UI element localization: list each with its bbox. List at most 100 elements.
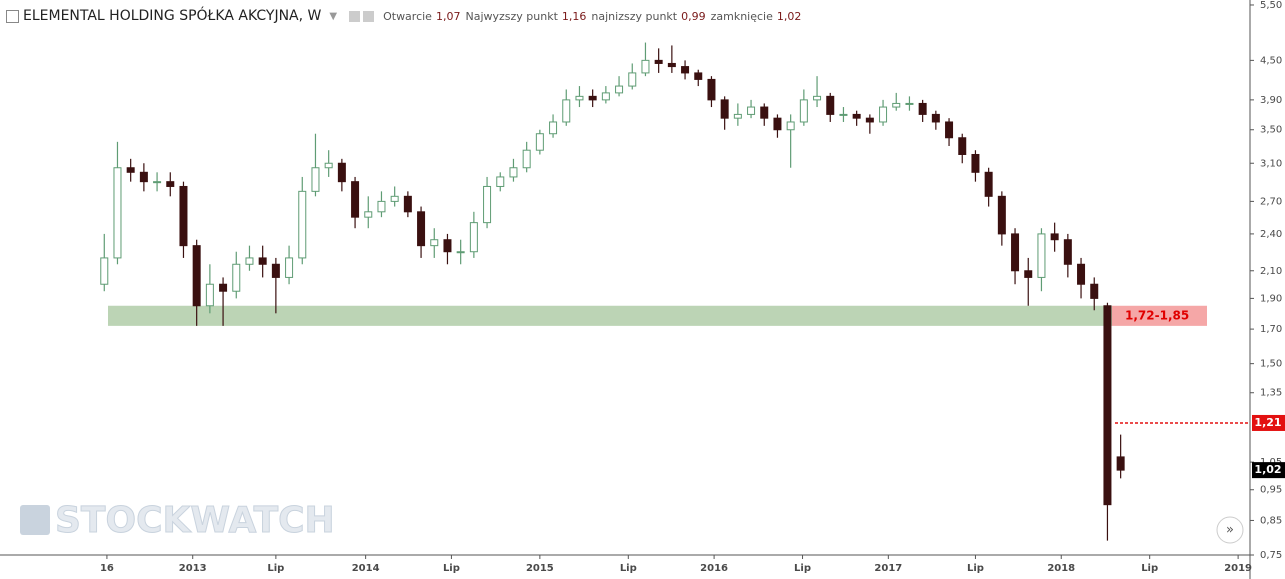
header-label: zamknięcie	[710, 9, 773, 23]
candle-body	[126, 167, 135, 173]
candle-body	[1024, 270, 1033, 278]
candle-body	[113, 167, 122, 259]
candle-body	[258, 257, 267, 265]
candle-body	[139, 171, 148, 183]
candle-body	[760, 106, 769, 119]
candle-body	[232, 263, 241, 292]
icon[interactable]	[363, 10, 375, 22]
x-tick-label: 2015	[526, 563, 554, 574]
watermark-icon	[20, 505, 50, 535]
candle-body	[509, 167, 518, 178]
candle-body	[483, 185, 492, 224]
candle-body	[773, 117, 782, 131]
header-value: 1,16	[561, 9, 587, 23]
y-tick-label: 5,50	[1260, 0, 1282, 11]
header-label: Otwarcie	[383, 9, 432, 23]
x-tick-label: 2013	[179, 563, 207, 574]
y-tick-label: 2,70	[1260, 196, 1282, 207]
candle-body	[364, 211, 373, 218]
x-tick-label: Lip	[620, 563, 637, 574]
candle-body	[1063, 239, 1072, 265]
y-tick-label: 1,35	[1260, 388, 1282, 399]
candle-body	[403, 195, 412, 213]
candle-body	[311, 167, 320, 192]
level-label-box	[1252, 414, 1285, 431]
candle-body	[971, 153, 980, 173]
candle-body	[1077, 263, 1086, 285]
dropdown[interactable]: ▼	[329, 10, 338, 22]
candle-body	[522, 149, 531, 169]
candle-body	[852, 113, 861, 119]
candle-body	[575, 95, 584, 101]
candle-body	[153, 181, 162, 184]
candle-body	[601, 92, 610, 101]
candle-body	[813, 95, 822, 101]
candle-body	[945, 121, 954, 139]
candle-body	[430, 239, 439, 247]
candle-body	[1037, 233, 1046, 278]
candle-body	[628, 72, 637, 87]
candle-body	[905, 102, 914, 105]
candle-body	[179, 185, 188, 247]
candle-body	[747, 106, 756, 115]
support-zone	[108, 305, 1112, 326]
candle-body	[931, 113, 940, 123]
candle-body	[562, 99, 571, 123]
watermark: STOCKWATCH	[55, 500, 335, 541]
candle-body	[681, 66, 690, 74]
candle-body	[984, 171, 993, 197]
icon[interactable]	[6, 9, 19, 23]
candle-body	[615, 85, 624, 94]
candle-body	[1103, 305, 1112, 506]
x-tick-label: Lip	[1141, 563, 1158, 574]
candle-body	[707, 78, 716, 101]
y-tick-label: 3,90	[1260, 95, 1282, 106]
y-tick-label: 1,50	[1260, 359, 1282, 370]
y-tick-label: 4,50	[1260, 55, 1282, 66]
candle-body	[1050, 233, 1059, 241]
candle-body	[879, 106, 888, 123]
y-tick-label: 3,10	[1260, 158, 1282, 169]
candle-body	[958, 137, 967, 155]
candle-body	[456, 251, 465, 254]
candle-body	[166, 181, 175, 187]
candle-body	[918, 102, 927, 115]
x-tick-label: Lip	[794, 563, 811, 574]
candle-body	[192, 245, 201, 307]
candle-body	[588, 95, 597, 101]
candle-body	[535, 133, 544, 151]
candle-body	[826, 95, 835, 115]
candle-body	[417, 211, 426, 247]
header-value: 1,02	[776, 9, 802, 23]
zone-label: 1,72-1,85	[1125, 308, 1189, 322]
scroll-button[interactable]	[1216, 516, 1244, 544]
x-tick-label: 2018	[1047, 563, 1075, 574]
candle-body	[641, 59, 650, 74]
candle-body	[1090, 283, 1099, 299]
icon[interactable]	[349, 10, 361, 22]
header: ELEMENTAL HOLDING SPÓŁKA AKCYJNA, W ▼ Ot…	[6, 8, 801, 24]
candle-body	[654, 59, 663, 64]
zone-label-box	[1112, 305, 1207, 326]
candle-body	[997, 195, 1006, 235]
x-tick-label: 16	[100, 563, 114, 574]
candle-body	[469, 222, 478, 253]
candle-body	[219, 283, 228, 292]
candle-body	[285, 257, 294, 278]
x-tick-label: 2019	[1224, 563, 1252, 574]
candle-body	[720, 99, 729, 119]
x-tick-label: 2014	[352, 563, 380, 574]
header-label: Najwyzszy punkt	[465, 9, 558, 23]
candle-body	[799, 99, 808, 123]
candle-body	[390, 195, 399, 202]
header-value: 0,99	[681, 9, 706, 23]
header-value: 1,07	[435, 9, 461, 23]
y-tick-label: 0,95	[1260, 485, 1282, 496]
candle-body	[667, 62, 676, 68]
y-tick-label: 1,90	[1260, 293, 1282, 304]
candle-body	[839, 113, 848, 116]
level-label: 1,21	[1254, 416, 1281, 429]
x-tick-label: Lip	[967, 563, 984, 574]
last-price-box	[1252, 462, 1285, 479]
